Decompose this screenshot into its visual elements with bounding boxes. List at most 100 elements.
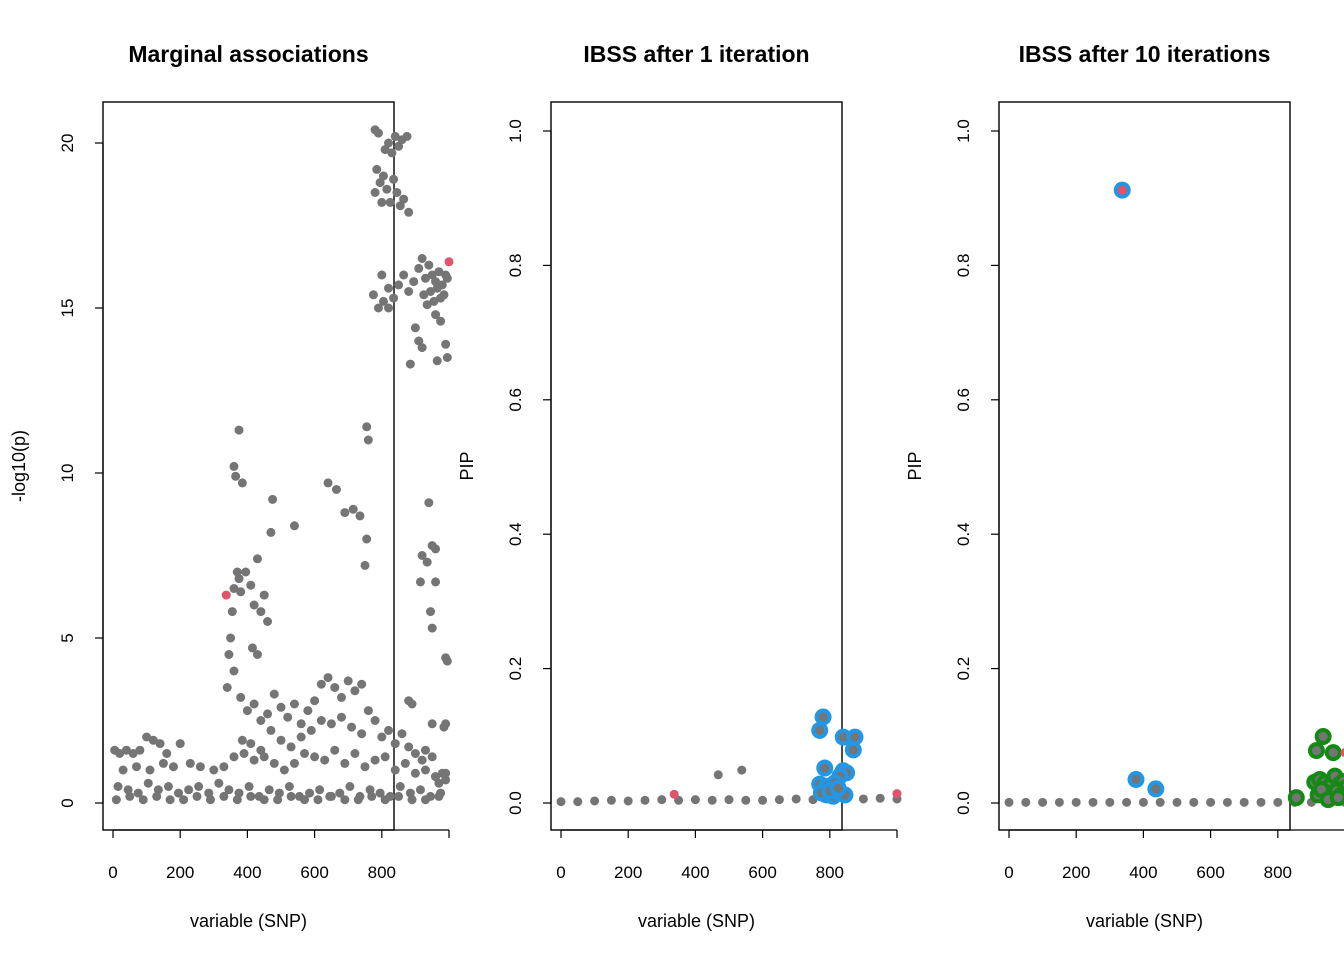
x-tick-label: 800 [368, 863, 396, 882]
data-points [1005, 182, 1344, 809]
gray-point [290, 521, 299, 530]
gray-point [1189, 798, 1198, 807]
gray-point [233, 795, 242, 804]
gray-point [287, 792, 296, 801]
gray-point [209, 766, 218, 775]
gray-point [431, 577, 440, 586]
gray-point [235, 426, 244, 435]
y-tick-label: 5 [58, 633, 77, 642]
gray-point [162, 749, 171, 758]
gray-point [224, 650, 233, 659]
gray-point [235, 574, 244, 583]
gray-point [421, 766, 430, 775]
gray-point [391, 739, 400, 748]
gray-point [387, 148, 396, 157]
gray-point [285, 782, 294, 791]
gray-point [320, 756, 329, 765]
gray-point [441, 340, 450, 349]
gray-point [256, 607, 265, 616]
gray-point [287, 742, 296, 751]
gray-point [416, 577, 425, 586]
y-tick-label: 0 [58, 798, 77, 807]
gray-point [441, 775, 450, 784]
gray-point [775, 795, 784, 804]
x-tick-label: 0 [108, 863, 117, 882]
gray-point [657, 795, 666, 804]
x-tick-label: 600 [748, 863, 776, 882]
gray-point [397, 729, 406, 738]
gray-point [404, 742, 413, 751]
gray-point [737, 766, 746, 775]
x-tick-label: 400 [681, 863, 709, 882]
gray-point [236, 587, 245, 596]
x-tick-label: 400 [1129, 863, 1157, 882]
green-series [1288, 728, 1344, 808]
plot-frame [999, 102, 1290, 830]
gray-point [364, 706, 373, 715]
gray-point [443, 274, 452, 283]
gray-point [557, 797, 566, 806]
gray-point [409, 277, 418, 286]
x-tick-label: 600 [300, 863, 328, 882]
gray-point [428, 719, 437, 728]
gray-point [340, 508, 349, 517]
blue-point-center [819, 712, 828, 721]
gray-point [266, 726, 275, 735]
blue-point-center [834, 784, 843, 793]
gray-point [226, 634, 235, 643]
gray-point [428, 752, 437, 761]
gray-point [179, 795, 188, 804]
gray-point [330, 746, 339, 755]
x-axis-label: variable (SNP) [638, 911, 755, 931]
gray-point [229, 752, 238, 761]
gray-point [223, 683, 232, 692]
gray-point [876, 794, 885, 803]
gray-series [110, 125, 452, 804]
gray-point [859, 794, 868, 803]
gray-point [377, 271, 386, 280]
gray-point [428, 624, 437, 633]
gray-point [1206, 798, 1215, 807]
blue-series [1114, 182, 1165, 798]
gray-point [394, 792, 403, 801]
gray-point [250, 601, 259, 610]
gray-point [256, 746, 265, 755]
gray-point [256, 716, 265, 725]
gray-point [1223, 798, 1232, 807]
gray-point [1173, 798, 1182, 807]
y-tick-label: 0.0 [506, 791, 525, 815]
gray-point [426, 607, 435, 616]
panel-title: IBSS after 1 iteration [583, 41, 809, 67]
gray-point [1021, 798, 1030, 807]
gray-point [273, 795, 282, 804]
gray-point [270, 759, 279, 768]
blue-series [811, 708, 863, 804]
gray-point [406, 360, 415, 369]
gray-point [371, 188, 380, 197]
y-tick-label: 0.8 [506, 254, 525, 278]
gray-point [310, 696, 319, 705]
blue-point-center [851, 733, 860, 742]
gray-point [372, 165, 381, 174]
gray-point [260, 591, 269, 600]
red-point [222, 591, 231, 600]
x-tick-label: 200 [1062, 863, 1090, 882]
gray-point [327, 792, 336, 801]
gray-point [169, 762, 178, 771]
gray-point [253, 650, 262, 659]
gray-point [229, 462, 238, 471]
gray-point [317, 680, 326, 689]
gray-point [434, 792, 443, 801]
gray-point [392, 188, 401, 197]
gray-point [240, 749, 249, 758]
gray-point [139, 795, 148, 804]
red-point [445, 257, 454, 266]
gray-point [624, 796, 633, 805]
gray-point [714, 770, 723, 779]
gray-point [414, 264, 423, 273]
y-tick-label: 0.4 [954, 522, 973, 546]
gray-point [369, 290, 378, 299]
x-tick-label: 0 [1004, 863, 1013, 882]
plot-frame [103, 102, 394, 830]
